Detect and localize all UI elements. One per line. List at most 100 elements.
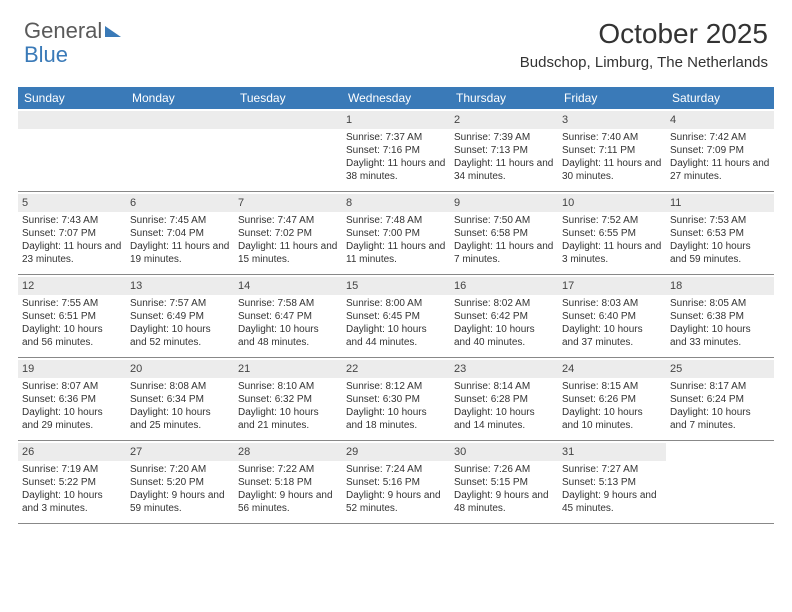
weeks-container: 1Sunrise: 7:37 AMSunset: 7:16 PMDaylight… [18,109,774,524]
sunset-text: Sunset: 6:36 PM [22,393,122,406]
day-number: 13 [126,277,234,295]
day-cell: 18Sunrise: 8:05 AMSunset: 6:38 PMDayligh… [666,275,774,357]
sunrise-text: Sunrise: 7:40 AM [562,131,662,144]
sunset-text: Sunset: 6:28 PM [454,393,554,406]
sunrise-text: Sunrise: 7:50 AM [454,214,554,227]
daylight-text: Daylight: 10 hours and 10 minutes. [562,406,662,432]
sunset-text: Sunset: 6:49 PM [130,310,230,323]
sunset-text: Sunset: 5:20 PM [130,476,230,489]
day-number-empty [126,111,234,129]
week-row: 26Sunrise: 7:19 AMSunset: 5:22 PMDayligh… [18,441,774,524]
daylight-text: Daylight: 10 hours and 40 minutes. [454,323,554,349]
day-number: 25 [666,360,774,378]
day-number: 11 [666,194,774,212]
daylight-text: Daylight: 11 hours and 7 minutes. [454,240,554,266]
day-cell: 24Sunrise: 8:15 AMSunset: 6:26 PMDayligh… [558,358,666,440]
day-number: 12 [18,277,126,295]
day-cell: 13Sunrise: 7:57 AMSunset: 6:49 PMDayligh… [126,275,234,357]
week-row: 1Sunrise: 7:37 AMSunset: 7:16 PMDaylight… [18,109,774,192]
daylight-text: Daylight: 11 hours and 11 minutes. [346,240,446,266]
day-number: 27 [126,443,234,461]
daylight-text: Daylight: 9 hours and 59 minutes. [130,489,230,515]
day-number: 30 [450,443,558,461]
logo-triangle-icon [105,26,121,37]
day-cell: 25Sunrise: 8:17 AMSunset: 6:24 PMDayligh… [666,358,774,440]
week-row: 19Sunrise: 8:07 AMSunset: 6:36 PMDayligh… [18,358,774,441]
daylight-text: Daylight: 11 hours and 38 minutes. [346,157,446,183]
sunrise-text: Sunrise: 7:26 AM [454,463,554,476]
sunrise-text: Sunrise: 8:07 AM [22,380,122,393]
day-cell: 23Sunrise: 8:14 AMSunset: 6:28 PMDayligh… [450,358,558,440]
weekday-header: Monday [126,87,234,109]
day-cell: 7Sunrise: 7:47 AMSunset: 7:02 PMDaylight… [234,192,342,274]
sunset-text: Sunset: 6:30 PM [346,393,446,406]
sunrise-text: Sunrise: 7:57 AM [130,297,230,310]
day-cell [666,441,774,523]
daylight-text: Daylight: 10 hours and 14 minutes. [454,406,554,432]
daylight-text: Daylight: 10 hours and 33 minutes. [670,323,770,349]
day-cell: 27Sunrise: 7:20 AMSunset: 5:20 PMDayligh… [126,441,234,523]
sunrise-text: Sunrise: 8:15 AM [562,380,662,393]
day-number: 5 [18,194,126,212]
day-cell: 12Sunrise: 7:55 AMSunset: 6:51 PMDayligh… [18,275,126,357]
sunset-text: Sunset: 7:09 PM [670,144,770,157]
sunrise-text: Sunrise: 7:48 AM [346,214,446,227]
sunset-text: Sunset: 5:16 PM [346,476,446,489]
sunset-text: Sunset: 6:45 PM [346,310,446,323]
sunrise-text: Sunrise: 8:05 AM [670,297,770,310]
sunset-text: Sunset: 5:22 PM [22,476,122,489]
daylight-text: Daylight: 11 hours and 3 minutes. [562,240,662,266]
logo-text-2: Blue [24,42,68,68]
sunrise-text: Sunrise: 7:55 AM [22,297,122,310]
sunset-text: Sunset: 6:55 PM [562,227,662,240]
day-number: 9 [450,194,558,212]
daylight-text: Daylight: 9 hours and 45 minutes. [562,489,662,515]
day-number: 14 [234,277,342,295]
day-number: 20 [126,360,234,378]
title-block: October 2025 Budschop, Limburg, The Neth… [520,18,768,71]
day-number: 18 [666,277,774,295]
sunrise-text: Sunrise: 7:43 AM [22,214,122,227]
weekday-header: Saturday [666,87,774,109]
day-number: 31 [558,443,666,461]
weekday-header: Thursday [450,87,558,109]
day-cell: 28Sunrise: 7:22 AMSunset: 5:18 PMDayligh… [234,441,342,523]
day-number: 29 [342,443,450,461]
sunset-text: Sunset: 5:18 PM [238,476,338,489]
sunset-text: Sunset: 6:58 PM [454,227,554,240]
sunset-text: Sunset: 5:13 PM [562,476,662,489]
day-number: 21 [234,360,342,378]
day-number: 15 [342,277,450,295]
day-number: 16 [450,277,558,295]
sunrise-text: Sunrise: 7:45 AM [130,214,230,227]
sunrise-text: Sunrise: 8:17 AM [670,380,770,393]
sunset-text: Sunset: 6:53 PM [670,227,770,240]
month-title: October 2025 [520,18,768,50]
day-cell: 17Sunrise: 8:03 AMSunset: 6:40 PMDayligh… [558,275,666,357]
sunset-text: Sunset: 7:02 PM [238,227,338,240]
weekday-header: Tuesday [234,87,342,109]
sunset-text: Sunset: 7:07 PM [22,227,122,240]
weekday-header: Sunday [18,87,126,109]
daylight-text: Daylight: 10 hours and 18 minutes. [346,406,446,432]
day-cell: 9 Sunrise: 7:50 AMSunset: 6:58 PMDaylight… [450,192,558,274]
day-number: 6 [126,194,234,212]
daylight-text: Daylight: 10 hours and 7 minutes. [670,406,770,432]
day-number: 28 [234,443,342,461]
sunrise-text: Sunrise: 7:27 AM [562,463,662,476]
daylight-text: Daylight: 10 hours and 25 minutes. [130,406,230,432]
day-cell: 30Sunrise: 7:26 AMSunset: 5:15 PMDayligh… [450,441,558,523]
day-number-empty [234,111,342,129]
day-cell [18,109,126,191]
daylight-text: Daylight: 10 hours and 48 minutes. [238,323,338,349]
day-cell: 5Sunrise: 7:43 AMSunset: 7:07 PMDaylight… [18,192,126,274]
day-cell: 16Sunrise: 8:02 AMSunset: 6:42 PMDayligh… [450,275,558,357]
location-text: Budschop, Limburg, The Netherlands [520,54,768,71]
daylight-text: Daylight: 10 hours and 44 minutes. [346,323,446,349]
sunset-text: Sunset: 6:26 PM [562,393,662,406]
day-cell: 11Sunrise: 7:53 AMSunset: 6:53 PMDayligh… [666,192,774,274]
day-cell: 22Sunrise: 8:12 AMSunset: 6:30 PMDayligh… [342,358,450,440]
day-cell: 1Sunrise: 7:37 AMSunset: 7:16 PMDaylight… [342,109,450,191]
daylight-text: Daylight: 11 hours and 30 minutes. [562,157,662,183]
sunrise-text: Sunrise: 7:22 AM [238,463,338,476]
